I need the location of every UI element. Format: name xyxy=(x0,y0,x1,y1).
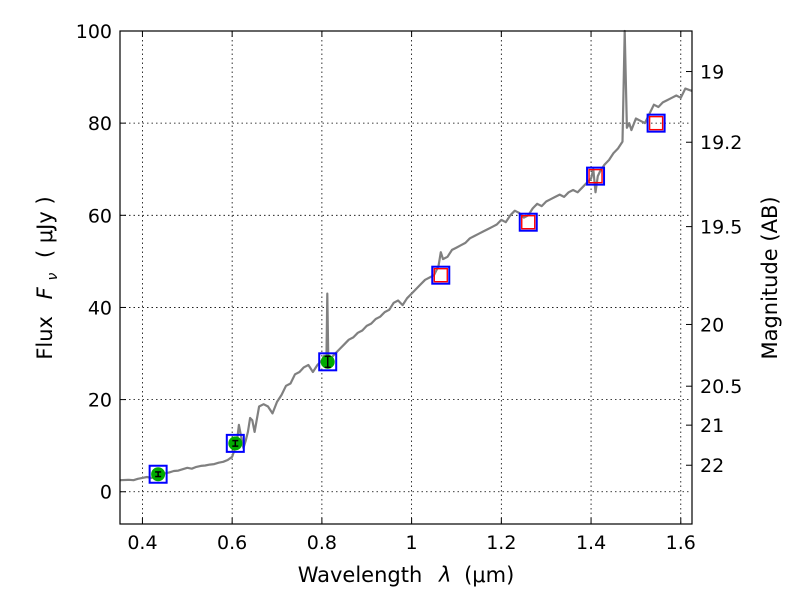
spectrum-line xyxy=(119,29,693,482)
x-tick-label: 1.6 xyxy=(666,532,696,554)
x-tick-labels: 0.4 0.6 0.8 1 1.2 1.4 1.6 xyxy=(127,532,696,554)
photometry-square xyxy=(431,265,451,285)
photometry-square xyxy=(518,212,538,232)
magnitude-axis-label: Magnitude (AB) xyxy=(758,196,782,359)
y-tick-label: 0 xyxy=(100,482,112,504)
x-tick-label: 0.8 xyxy=(307,532,337,554)
marker-layer xyxy=(148,113,666,484)
x-axis-label: Wavelength λ (μm) xyxy=(298,563,515,587)
photometry-square xyxy=(586,166,606,186)
magnitude-tick-label: 19.5 xyxy=(700,217,742,239)
photometry-square xyxy=(225,433,245,453)
magnitude-tick-label: 20 xyxy=(700,314,724,336)
magnitude-tick-label: 19 xyxy=(700,62,724,84)
magnitude-tick-labels: 19 19.2 19.5 20 20.5 21 22 xyxy=(700,62,742,478)
grid xyxy=(120,30,692,524)
magnitude-tick-label: 21 xyxy=(700,415,724,437)
y-tick-label: 80 xyxy=(88,113,112,135)
tick-marks xyxy=(120,30,692,524)
y-tick-label: 40 xyxy=(88,297,112,319)
spectrum-layer xyxy=(119,29,693,482)
photometry-square xyxy=(148,464,168,484)
x-tick-label: 0.4 xyxy=(127,532,157,554)
photometry-square xyxy=(646,113,666,133)
x-tick-label: 0.6 xyxy=(217,532,247,554)
model-photometry-square xyxy=(433,267,448,283)
x-tick-label: 1.2 xyxy=(486,532,516,554)
y-tick-label: 60 xyxy=(88,205,112,227)
y-tick-label: 100 xyxy=(76,21,112,43)
x-tick-label: 1.4 xyxy=(576,532,606,554)
magnitude-tick-label: 20.5 xyxy=(700,376,742,398)
photometry-square xyxy=(318,352,338,372)
model-photometry-square xyxy=(588,168,603,184)
y-axis-label: Flux F ν ( μJy ) xyxy=(33,196,62,359)
y-tick-labels: 0 20 40 60 80 100 xyxy=(76,21,112,504)
model-photometry-square xyxy=(521,215,536,230)
y-tick-label: 20 xyxy=(88,390,112,412)
magnitude-tick-label: 19.2 xyxy=(700,132,742,154)
model-photometry-square xyxy=(648,115,664,131)
magnitude-tick-label: 22 xyxy=(700,455,724,477)
x-tick-label: 1 xyxy=(406,532,418,554)
plot-frame xyxy=(119,30,693,525)
